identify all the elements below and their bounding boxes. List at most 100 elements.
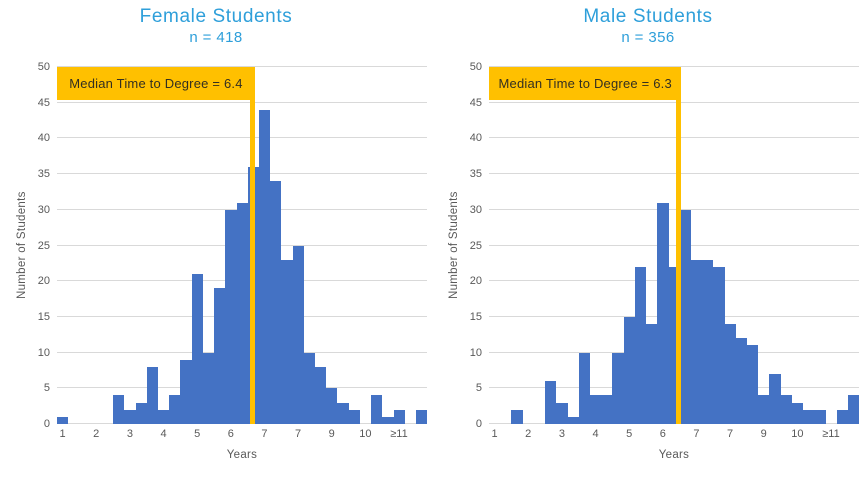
median-annotation: Median Time to Degree = 6.3	[489, 67, 682, 100]
gridline	[489, 66, 859, 67]
y-tick-label: 25	[469, 239, 482, 252]
gridline	[489, 101, 859, 103]
y-tick-label: 40	[469, 132, 482, 145]
y-tick-label: 25	[37, 239, 50, 252]
bar	[281, 259, 293, 424]
x-tick-label: 5	[194, 428, 201, 440]
bar	[814, 409, 826, 424]
bar	[657, 202, 669, 424]
x-tick-label: 9	[328, 428, 335, 440]
bar	[180, 359, 192, 424]
bar	[371, 395, 383, 424]
bar	[601, 395, 613, 424]
bar	[556, 402, 568, 424]
y-tick-label: 20	[469, 275, 482, 288]
chart-title: Female Students	[139, 6, 293, 27]
bar	[157, 409, 170, 424]
median-annotation-label: Median Time to Degree = 6.3	[498, 76, 672, 91]
bar	[747, 345, 759, 424]
y-tick-label: 40	[37, 132, 50, 145]
y-tick-label: 0	[43, 418, 50, 430]
bar	[124, 409, 136, 424]
bar	[169, 395, 181, 424]
bar	[292, 245, 304, 424]
chart-subtitle-n: n = 356	[621, 29, 675, 46]
x-axis-ticks: 1 2 3 4 5 6 7 7 9 10 ≥11	[489, 428, 859, 442]
x-tick-label: 1	[59, 428, 66, 440]
male-students-chart: Male Students n = 356 Number of Students…	[432, 0, 864, 483]
y-tick-label: 50	[469, 61, 482, 73]
bar	[146, 366, 158, 424]
x-tick-label: 7	[726, 428, 734, 440]
y-tick-label: 10	[37, 346, 50, 359]
bar	[337, 402, 349, 424]
bar	[702, 259, 714, 424]
y-tick-label: 0	[475, 418, 482, 430]
bar	[315, 366, 327, 424]
bar	[326, 388, 338, 424]
bar	[202, 352, 215, 424]
gridline	[489, 173, 859, 175]
y-tick-label: 30	[469, 203, 482, 216]
x-axis-title: Years	[658, 449, 690, 461]
x-tick-label: 7	[261, 428, 268, 440]
y-tick-label: 45	[469, 96, 482, 109]
x-tick-label: 2	[525, 428, 532, 440]
x-tick-label: ≥11	[822, 428, 840, 440]
bar	[634, 266, 647, 424]
y-tick-label: 35	[37, 168, 50, 181]
x-tick-label: 6	[227, 428, 234, 440]
bar	[225, 209, 237, 424]
gridline	[57, 101, 427, 103]
bar	[780, 395, 792, 424]
x-tick-label: 9	[760, 428, 767, 440]
gridline	[489, 137, 859, 139]
x-tick-label: 4	[592, 428, 599, 440]
y-tick-label: 30	[37, 203, 50, 216]
bar	[214, 288, 226, 424]
chart-subtitle-n: n = 418	[189, 29, 243, 46]
y-tick-label: 50	[37, 61, 50, 73]
x-tick-label: 7	[693, 428, 700, 440]
bar	[57, 416, 69, 424]
x-tick-label: 3	[126, 428, 133, 440]
x-axis-title: Years	[226, 449, 258, 461]
y-axis-ticks: 0 5 10 15 20 25 30 35 40 45 50	[432, 61, 482, 430]
bar	[113, 395, 125, 424]
plot-area: Median Time to Degree = 6.4	[57, 66, 428, 424]
y-tick-label: 20	[37, 275, 50, 288]
bar	[348, 409, 360, 424]
bar	[623, 316, 635, 424]
bar	[258, 109, 271, 424]
bar	[836, 409, 848, 424]
x-tick-label: 3	[558, 428, 565, 440]
y-tick-label: 45	[37, 96, 50, 109]
median-line	[676, 67, 682, 424]
x-axis-ticks: 1 2 3 4 5 6 7 7 9 10 ≥11	[57, 428, 427, 442]
bar	[690, 259, 703, 424]
x-tick-label: 6	[659, 428, 666, 440]
plot-area: Median Time to Degree = 6.3	[489, 66, 860, 424]
bar	[578, 352, 590, 424]
gridline	[57, 66, 427, 67]
bar	[511, 409, 523, 424]
bar	[791, 402, 804, 424]
y-tick-label: 35	[469, 168, 482, 181]
bar	[646, 324, 658, 424]
bar	[416, 409, 428, 424]
y-tick-label: 15	[469, 310, 482, 323]
y-tick-label: 15	[37, 310, 50, 323]
bar	[303, 352, 316, 424]
bar	[803, 409, 815, 424]
median-annotation-label: Median Time to Degree = 6.4	[69, 76, 243, 91]
x-tick-label: 10	[791, 428, 804, 440]
bar	[735, 338, 748, 424]
bar	[713, 266, 725, 424]
bar	[848, 395, 860, 424]
bars	[489, 67, 860, 424]
bar	[135, 402, 147, 424]
bar	[612, 352, 624, 424]
bar	[724, 324, 736, 424]
female-students-chart: Female Students n = 418 Number of Studen…	[16, 6, 428, 461]
